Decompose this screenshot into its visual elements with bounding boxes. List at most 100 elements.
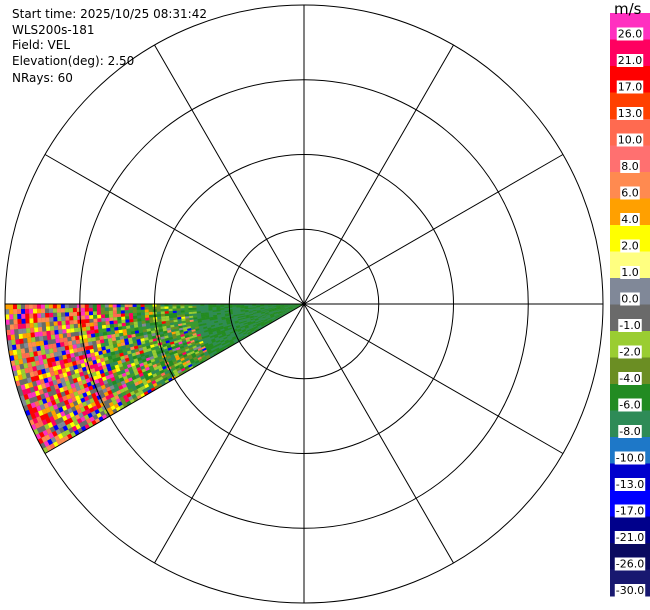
sector-gate bbox=[149, 367, 155, 373]
sector-gate bbox=[5, 324, 11, 331]
sector-gate bbox=[67, 388, 74, 395]
sector-gate bbox=[62, 425, 69, 432]
sector-gate bbox=[118, 385, 124, 390]
sector-gate bbox=[16, 348, 22, 355]
sector-gate bbox=[131, 352, 137, 357]
sector-gate bbox=[74, 381, 80, 388]
sector-gate bbox=[273, 313, 278, 315]
sector-gate bbox=[275, 315, 279, 318]
sector-gate bbox=[209, 318, 214, 321]
sector-gate bbox=[83, 338, 89, 343]
sector-gate bbox=[202, 324, 207, 328]
sector-gate bbox=[223, 338, 229, 342]
sector-gate bbox=[174, 326, 179, 330]
sector-gate bbox=[196, 344, 201, 348]
sector-gate bbox=[108, 310, 113, 315]
sector-gate bbox=[73, 315, 78, 321]
sector-gate bbox=[269, 313, 274, 316]
sector-gate bbox=[132, 339, 137, 344]
sector-gate bbox=[243, 322, 248, 325]
sector-gate bbox=[248, 308, 253, 310]
sector-gate bbox=[86, 381, 92, 387]
sector-gate bbox=[75, 423, 81, 430]
sector-gate bbox=[281, 309, 286, 312]
sector-gate bbox=[121, 391, 127, 397]
sector-gate bbox=[136, 376, 142, 382]
sector-gate bbox=[236, 306, 241, 308]
sector-gate bbox=[120, 369, 126, 375]
colorbar-label-bg bbox=[614, 478, 646, 491]
sector-gate bbox=[132, 312, 137, 316]
sector-gate bbox=[12, 304, 18, 310]
sector-gate bbox=[92, 307, 97, 312]
sector-gate bbox=[250, 317, 255, 320]
sector-gate bbox=[123, 351, 128, 356]
sector-gate bbox=[17, 313, 22, 320]
sector-gate bbox=[56, 308, 61, 313]
sector-gate bbox=[40, 383, 47, 390]
sector-gate bbox=[112, 307, 117, 311]
sector-gate bbox=[25, 372, 31, 379]
sector-gate bbox=[39, 340, 45, 346]
sector-gate bbox=[127, 334, 132, 339]
sector-gate bbox=[150, 358, 156, 363]
sector-gate bbox=[222, 321, 227, 325]
sector-gate bbox=[224, 307, 229, 310]
sector-gate bbox=[225, 340, 230, 344]
sector-gate bbox=[260, 310, 265, 313]
sector-gate bbox=[152, 382, 158, 388]
sector-gate bbox=[177, 361, 183, 366]
sector-gate bbox=[176, 359, 182, 363]
sector-gate bbox=[51, 420, 57, 427]
sector-gate bbox=[41, 322, 46, 327]
sector-gate bbox=[158, 358, 164, 363]
sector-gate bbox=[263, 320, 268, 323]
sector-gate bbox=[108, 314, 114, 318]
sector-gate bbox=[218, 336, 224, 340]
sector-gate bbox=[116, 370, 122, 376]
sector-gate bbox=[94, 378, 100, 385]
sector-gate bbox=[256, 307, 261, 310]
sector-gate bbox=[72, 377, 78, 384]
sector-gate bbox=[165, 318, 170, 322]
sector-gate bbox=[85, 418, 92, 424]
sector-gate bbox=[223, 345, 228, 349]
sector-gate bbox=[171, 331, 176, 335]
sector-gate bbox=[73, 419, 79, 426]
sector-gate bbox=[172, 304, 177, 307]
sector-gate bbox=[172, 350, 178, 355]
sector-gate bbox=[10, 360, 16, 367]
sector-gate bbox=[181, 369, 187, 374]
sector-gate bbox=[32, 304, 37, 309]
sector-gate bbox=[210, 346, 215, 350]
sector-gate bbox=[171, 345, 176, 350]
sector-gate bbox=[215, 326, 220, 330]
sector-gate bbox=[60, 377, 66, 383]
sector-gate bbox=[237, 316, 242, 319]
sector-gate bbox=[176, 337, 182, 341]
sector-gate bbox=[22, 328, 27, 334]
sector-gate bbox=[102, 328, 107, 333]
sector-gate bbox=[279, 315, 284, 318]
sector-gate bbox=[30, 332, 35, 338]
sector-gate bbox=[110, 327, 115, 332]
sector-gate bbox=[284, 305, 289, 307]
sector-gate bbox=[149, 319, 154, 323]
sector-gate bbox=[74, 356, 80, 361]
sector-gate bbox=[249, 312, 254, 315]
sector-gate bbox=[79, 371, 85, 377]
sector-gate bbox=[64, 362, 70, 368]
sector-gate bbox=[93, 318, 98, 323]
sector-gate bbox=[153, 354, 158, 359]
sector-gate bbox=[200, 332, 205, 336]
colorbar-tick-label: 2.0 bbox=[621, 240, 639, 253]
sector-gate bbox=[200, 344, 205, 348]
sector-gate bbox=[114, 326, 119, 331]
sector-gate bbox=[292, 306, 297, 309]
sector-gate bbox=[60, 312, 66, 317]
sector-gate bbox=[224, 339, 229, 343]
sector-gate bbox=[101, 346, 106, 351]
sector-gate bbox=[268, 319, 273, 323]
sector-gate bbox=[21, 318, 26, 324]
sector-gate bbox=[21, 353, 27, 359]
